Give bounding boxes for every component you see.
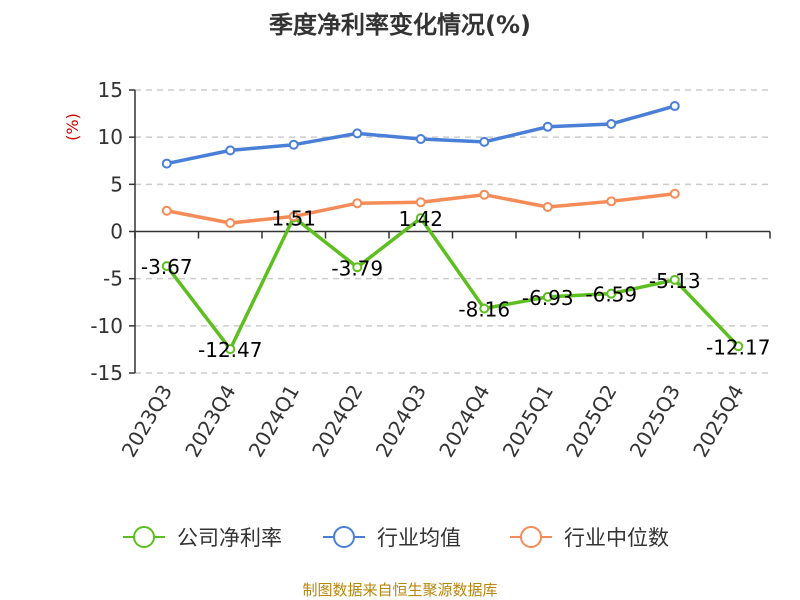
- data-point: [225, 344, 236, 355]
- x-tick-label: 2025Q1: [498, 381, 558, 462]
- data-label: -6.93: [522, 286, 574, 310]
- data-label: 1.42: [398, 207, 443, 231]
- series-lines: [161, 101, 744, 355]
- y-tick-labels: 15 10 5 0 -5 -10 -15: [90, 78, 123, 385]
- data-point: [288, 139, 299, 150]
- data-label: -12.17: [706, 335, 770, 359]
- y-tick-label: -10: [90, 314, 123, 338]
- data-point: [352, 198, 363, 209]
- y-tick-label: 5: [110, 172, 123, 196]
- data-point: [733, 341, 744, 352]
- data-label: -12.47: [198, 338, 262, 362]
- data-point: [542, 291, 553, 302]
- data-point: [606, 118, 617, 129]
- y-axis-unit: (%): [63, 113, 82, 141]
- legend-item[interactable]: 行业中位数: [510, 526, 669, 550]
- x-tick-label: 2023Q3: [117, 381, 177, 462]
- legend-item[interactable]: 行业均值: [323, 526, 461, 550]
- data-point: [415, 197, 426, 208]
- x-tick-label: 2024Q1: [244, 381, 304, 462]
- data-point: [352, 128, 363, 139]
- data-point: [606, 288, 617, 299]
- y-tick-label: 15: [98, 78, 123, 102]
- data-point: [479, 136, 490, 147]
- y-tick-label: 10: [98, 125, 123, 149]
- source-note: 制图数据来自恒生聚源数据库: [302, 581, 497, 599]
- series-line: [165, 215, 740, 351]
- legend-marker-icon: [520, 526, 542, 548]
- x-tick-labels: 2023Q3 2023Q4 2024Q1 2024Q2 2024Q3 2024Q4 2025…: [117, 381, 749, 462]
- data-label: -3.79: [331, 256, 383, 280]
- data-point: [288, 211, 299, 222]
- y-tick-label: -15: [90, 361, 123, 385]
- data-label: 1.51: [271, 206, 316, 230]
- data-point: [542, 201, 553, 212]
- data-label: -3.67: [141, 255, 193, 279]
- data-point: [161, 205, 172, 216]
- legend-item[interactable]: 公司净利率: [123, 526, 282, 550]
- data-point: [161, 158, 172, 169]
- legend-label: 行业均值: [377, 526, 461, 550]
- legend-label: 公司净利率: [177, 526, 282, 550]
- data-point: [225, 218, 236, 229]
- data-labels: -3.67-12.471.51-3.791.42-8.16 -6.93 -6.59-…: [141, 206, 771, 362]
- x-tick-label: 2024Q4: [434, 381, 494, 462]
- data-point: [669, 274, 680, 285]
- y-tick-label: -5: [103, 267, 123, 291]
- data-point: [415, 134, 426, 145]
- x-tick-label: 2024Q3: [371, 381, 431, 462]
- x-tick-label: 2025Q4: [688, 381, 748, 462]
- legend[interactable]: 公司净利率 行业均值 行业中位数: [123, 526, 669, 550]
- data-point: [479, 303, 490, 314]
- axes: [129, 89, 771, 374]
- data-point: [352, 262, 363, 273]
- legend-marker-icon: [333, 526, 355, 548]
- data-label: -5.13: [649, 269, 701, 293]
- x-tick-label: 2025Q2: [561, 381, 621, 462]
- data-label: -6.59: [585, 283, 637, 307]
- data-point: [669, 101, 680, 112]
- gridlines: [135, 89, 770, 374]
- data-label: -8.16: [458, 297, 510, 321]
- x-tick-label: 2024Q2: [307, 381, 367, 462]
- x-tick-label: 2023Q4: [180, 381, 240, 462]
- data-point: [669, 188, 680, 199]
- chart-title: 季度净利率变化情况(%): [269, 11, 531, 39]
- legend-marker-icon: [133, 526, 155, 548]
- data-point: [606, 196, 617, 207]
- data-point: [479, 189, 490, 200]
- data-point: [225, 145, 236, 156]
- legend-label: 行业中位数: [564, 526, 669, 550]
- data-point: [161, 261, 172, 272]
- x-tick-label: 2025Q3: [625, 381, 685, 462]
- data-point: [415, 213, 426, 224]
- y-tick-label: 0: [110, 220, 123, 244]
- data-point: [542, 121, 553, 132]
